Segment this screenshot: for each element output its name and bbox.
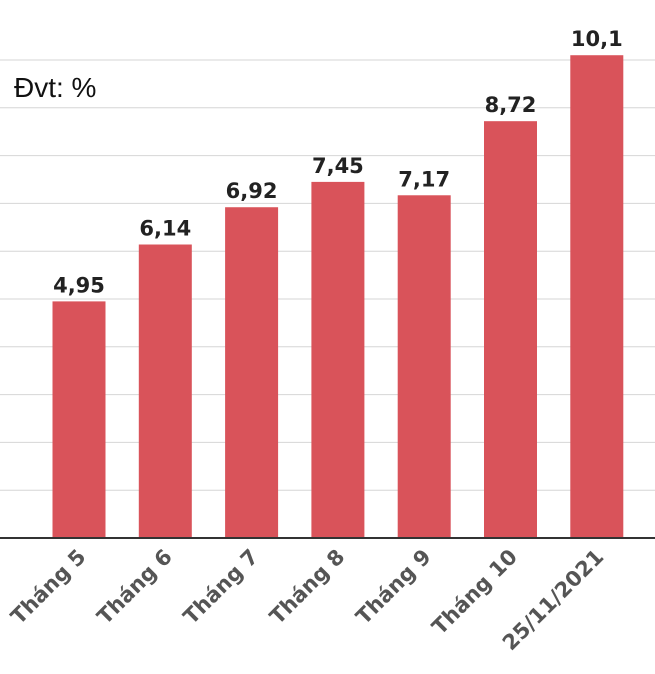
- bar: [52, 301, 106, 538]
- x-tick-labels: Tháng 5 Tháng 6 Tháng 7 Tháng 8 Tháng 9Tháng…: [6, 545, 608, 655]
- x-tick-label: Tháng 10: [427, 545, 522, 640]
- bar-value-label: 4,95: [53, 273, 105, 297]
- x-tick-label: Tháng 7: [179, 545, 263, 629]
- x-tick-label: Tháng 9: [351, 545, 435, 629]
- bar-value-label: 7,17: [398, 167, 450, 191]
- bar-value-label: 6,14: [139, 217, 191, 241]
- bar-value-label: 10,1: [571, 27, 623, 51]
- bar: [311, 181, 365, 538]
- bars: [52, 55, 624, 539]
- bar: [138, 244, 192, 538]
- bar-value-label: 6,92: [226, 179, 278, 203]
- bar: [570, 55, 624, 538]
- bar: [225, 207, 279, 538]
- bar-value-label: 8,72: [485, 93, 537, 117]
- x-tick-label: Tháng 6: [92, 545, 176, 629]
- x-tick-label: Tháng 5: [6, 545, 90, 629]
- value-labels: 4,95 6,14 6,92 7,45 7,17 8,72 10,1: [53, 27, 623, 297]
- bar: [484, 121, 537, 539]
- x-tick-label: Tháng 8: [265, 545, 349, 629]
- bar-value-label: 7,45: [312, 154, 364, 178]
- unit-label: Đvt: %: [14, 72, 97, 103]
- bar: [397, 195, 451, 539]
